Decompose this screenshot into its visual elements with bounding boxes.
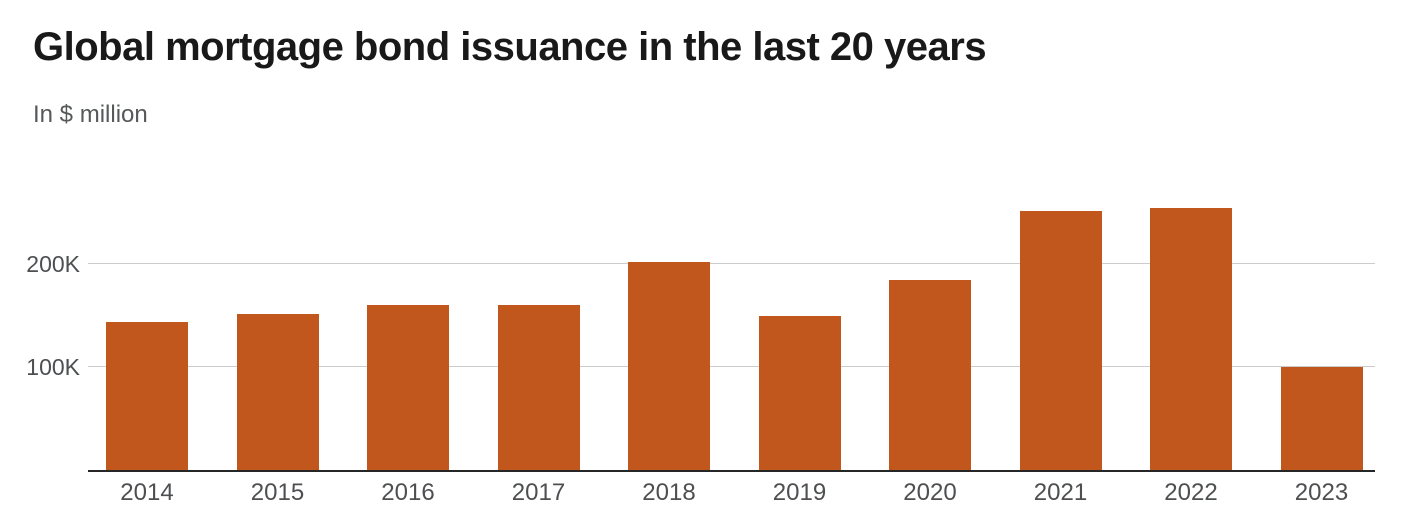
x-tick-label: 2020 [903, 479, 957, 506]
bar-2022 [1150, 207, 1232, 471]
x-tick-label: 2018 [642, 479, 696, 506]
chart-title: Global mortgage bond issuance in the las… [33, 25, 987, 69]
x-tick-label: 2019 [772, 479, 827, 506]
x-axis-line [88, 470, 1375, 472]
x-tick-label: 2014 [120, 479, 174, 506]
gridline-100K [88, 366, 1375, 368]
plot-area [88, 181, 1375, 472]
x-tick-label: 2016 [381, 479, 435, 506]
bar-2023 [1280, 367, 1363, 471]
bar-2016 [367, 305, 449, 471]
y-tick-label: 200K [26, 250, 80, 277]
bar-2014 [106, 321, 188, 471]
x-tick-label: 2017 [511, 479, 566, 506]
bar-2017 [497, 305, 580, 471]
x-tick-label: 2021 [1033, 479, 1088, 506]
y-tick-label: 100K [26, 354, 80, 381]
gridline-200K [88, 262, 1375, 264]
x-tick-label: 2015 [250, 479, 305, 506]
bar-2015 [236, 313, 319, 471]
bar-2018 [628, 261, 710, 471]
chart-subtitle: In $ million [33, 101, 148, 128]
x-tick-label: 2023 [1294, 479, 1349, 506]
x-tick-label: 2022 [1164, 479, 1218, 506]
bar-2019 [758, 315, 841, 471]
bar-2020 [889, 280, 971, 471]
bar-2021 [1019, 211, 1102, 471]
